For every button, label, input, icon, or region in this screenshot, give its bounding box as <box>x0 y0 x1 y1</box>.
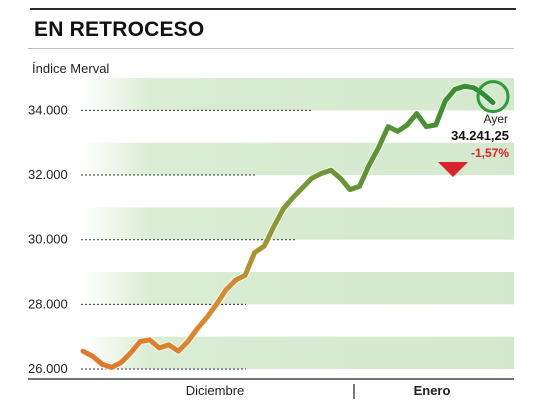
data-point <box>273 226 275 228</box>
data-point <box>120 362 122 364</box>
last-point-marker <box>476 80 510 114</box>
y-tick-label: 26.000 <box>28 361 68 376</box>
data-point <box>168 344 170 346</box>
data-point <box>302 187 304 189</box>
data-point <box>445 100 447 102</box>
data-point <box>368 165 370 167</box>
data-point <box>406 124 408 126</box>
data-point <box>244 274 246 276</box>
annotation-group: Ayer 34.241,25 -1,57% <box>438 80 510 177</box>
data-point <box>416 113 418 115</box>
data-point <box>387 126 389 128</box>
data-point <box>263 245 265 247</box>
data-point <box>282 208 284 210</box>
chart-title: EN RETROCESO <box>34 18 205 41</box>
data-point <box>158 347 160 349</box>
data-point <box>454 89 456 91</box>
chart-subtitle: Índice Merval <box>32 61 109 76</box>
data-point <box>292 197 294 199</box>
data-point <box>139 341 141 343</box>
data-point <box>425 126 427 128</box>
data-point <box>216 304 218 306</box>
data-point <box>340 177 342 179</box>
data-point <box>206 316 208 318</box>
x-category-label: Diciembre <box>186 383 245 398</box>
data-point <box>254 252 256 254</box>
data-point <box>359 186 361 188</box>
data-point <box>187 341 189 343</box>
data-point <box>464 85 466 87</box>
y-tick-label: 32.000 <box>28 167 68 182</box>
annotation-change: -1,57% <box>471 146 509 160</box>
data-point <box>82 350 84 352</box>
series-line <box>80 83 496 370</box>
data-point <box>311 177 313 179</box>
y-tick-label: 34.000 <box>28 102 68 117</box>
merval-line-chart: 26.000 28.000 30.000 32.000 34.000 Índice Me… <box>28 61 514 399</box>
data-point <box>92 355 94 357</box>
data-point <box>330 169 332 171</box>
data-point <box>111 367 113 369</box>
chart-frame: 26.000 28.000 30.000 32.000 34.000 Índice Me… <box>28 48 514 401</box>
data-point <box>397 131 399 133</box>
y-tick-label: 30.000 <box>28 232 68 247</box>
top-rule <box>30 8 516 10</box>
data-point <box>149 339 151 341</box>
data-point <box>435 124 437 126</box>
data-point <box>492 102 494 104</box>
data-point <box>130 352 132 354</box>
data-point <box>321 173 323 175</box>
band-28000 <box>83 272 514 305</box>
y-axis-ticks: 26.000 28.000 30.000 32.000 34.000 <box>28 102 68 376</box>
data-point <box>101 363 103 365</box>
band-32000 <box>83 142 514 176</box>
x-axis-categories: Diciembre Enero <box>186 383 451 398</box>
data-point <box>225 289 227 291</box>
data-point <box>483 93 485 95</box>
background-bands <box>83 78 514 369</box>
data-point <box>378 147 380 149</box>
data-point <box>178 350 180 352</box>
data-point <box>349 189 351 191</box>
data-point <box>235 279 237 281</box>
x-category-label: Enero <box>414 383 451 398</box>
series-group <box>79 82 497 371</box>
y-tick-label: 28.000 <box>28 296 68 311</box>
data-point <box>197 328 199 330</box>
band-30000 <box>83 207 514 240</box>
down-arrow-icon <box>438 162 468 177</box>
data-point <box>473 87 475 89</box>
annotation-label: Ayer <box>484 112 508 126</box>
annotation-value: 34.241,25 <box>451 128 509 143</box>
